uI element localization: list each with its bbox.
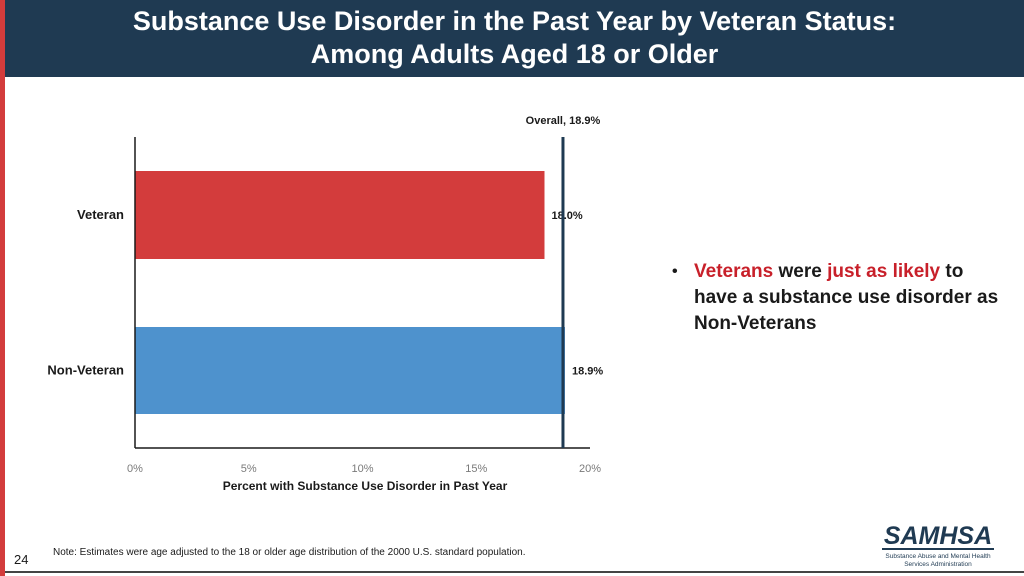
left-accent-stripe (0, 0, 5, 576)
bullet-text-tail: to have a substance use disorder as Non-… (694, 261, 999, 334)
key-finding-text: Veterans were just as likely to have a s… (694, 259, 1004, 337)
overall-reference-label: Overall, 18.9% (526, 115, 601, 127)
page-number: 24 (14, 552, 29, 567)
x-tick-label: 5% (241, 463, 257, 475)
x-tick-label: 0% (127, 463, 143, 475)
x-tick-label: 20% (579, 463, 601, 475)
title-banner: Substance Use Disorder in the Past Year … (5, 0, 1024, 77)
logo-underline (882, 548, 994, 550)
category-label-non-veteran: Non-Veteran (47, 363, 124, 378)
logo-wordmark: SAMHSA (884, 522, 992, 550)
data-label-non-veteran: 18.9% (572, 366, 603, 378)
bar-non-veteran (135, 327, 565, 414)
bar-chart: Veteran 18.0% Non-Veteran 18.9% 0% 5% 10% 15% 20… (0, 100, 640, 510)
chart-svg: Veteran 18.0% Non-Veteran 18.9% 0% 5% 10% 15% 20… (47, 115, 603, 493)
category-label-veteran: Veteran (77, 207, 124, 222)
x-tick-label: 10% (351, 463, 373, 475)
logo-subtitle-line1: Substance Abuse and Mental Health (885, 553, 991, 560)
samhsa-logo: SAMHSA Substance Abuse and Mental Health… (882, 522, 994, 568)
bullet-dot: • (672, 263, 678, 280)
logo-subtitle-line2: Services Administration (904, 561, 972, 568)
bullet-text-connector: were (773, 261, 828, 282)
x-axis-title: Percent with Substance Use Disorder in P… (223, 479, 508, 493)
x-tick-label: 15% (465, 463, 487, 475)
footnote: Note: Estimates were age adjusted to the… (53, 547, 526, 558)
bar-veteran (135, 171, 545, 259)
emphasis-veterans: Veterans (694, 261, 774, 282)
data-label-veteran: 18.0% (552, 210, 583, 222)
footer-divider (5, 571, 1024, 573)
page-title-line2: Among Adults Aged 18 or Older (310, 39, 719, 69)
page-title-line1: Substance Use Disorder in the Past Year … (132, 6, 897, 36)
emphasis-just-as-likely: just as likely (827, 261, 941, 282)
